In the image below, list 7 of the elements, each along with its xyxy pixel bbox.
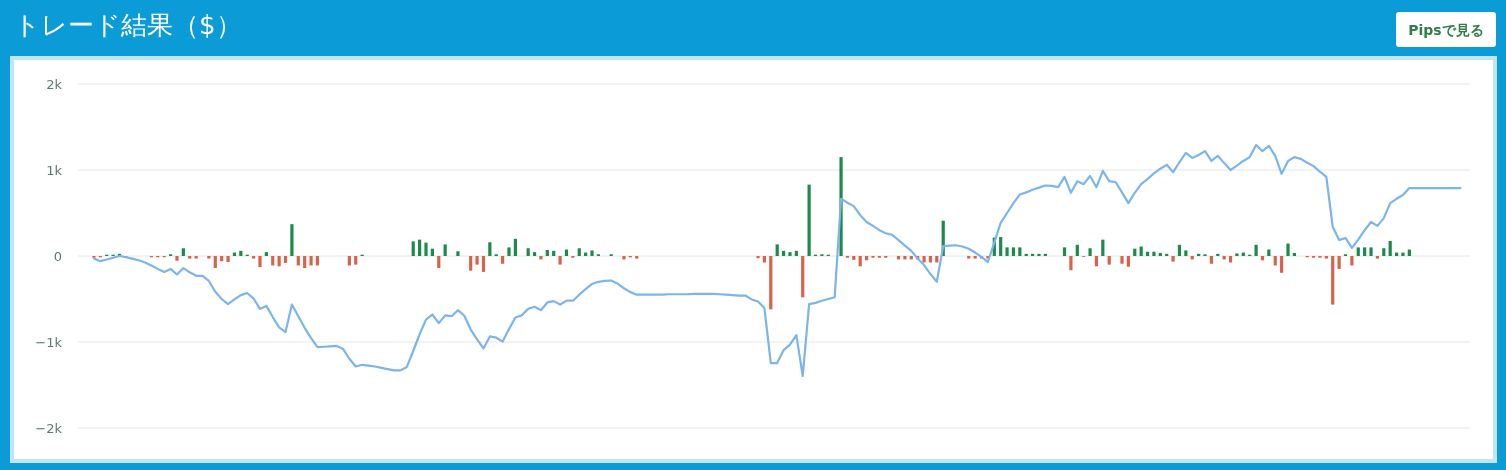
y-tick-label: 2k bbox=[46, 76, 63, 92]
chart-title: トレード結果（$） bbox=[14, 10, 242, 40]
y-tick-label: 0 bbox=[53, 248, 62, 264]
y-tick-label: −2k bbox=[35, 420, 63, 436]
view-button: Pipsで見る bbox=[1396, 12, 1496, 47]
y-tick-label: −1k bbox=[35, 334, 63, 350]
y-tick-label: 1k bbox=[46, 162, 63, 178]
